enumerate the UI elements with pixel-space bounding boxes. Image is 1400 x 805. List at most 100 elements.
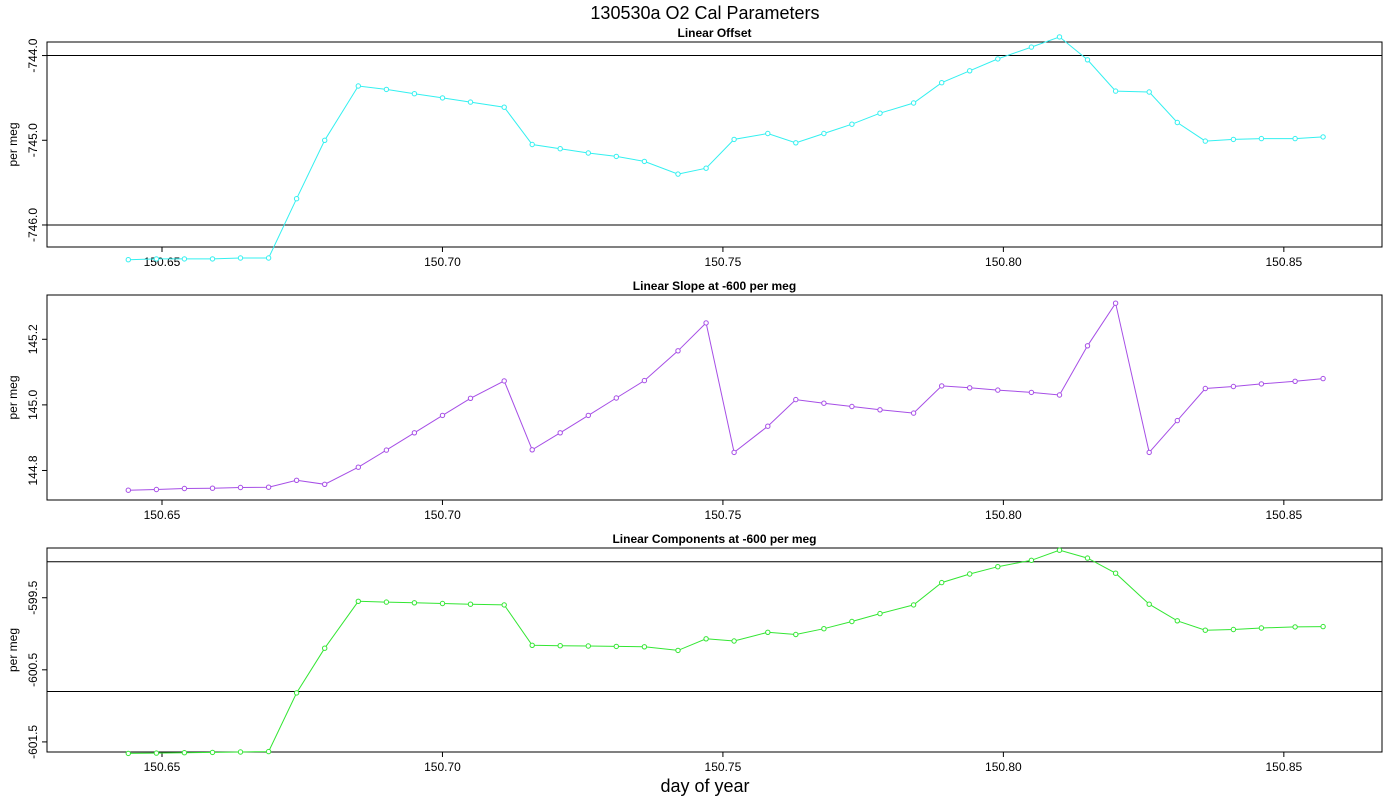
data-point: [675, 348, 681, 354]
y-tick-label: -745.0: [26, 123, 40, 157]
y-tick-label: -600.5: [26, 652, 40, 686]
panel-2: Linear Slope at -600 per meg per meg 150.6…: [6, 279, 1383, 522]
data-point: [1056, 547, 1063, 553]
x-tick-label: 150.65: [144, 760, 181, 774]
data-point: [383, 86, 390, 93]
data-point: [765, 423, 771, 429]
data-point: [293, 690, 300, 696]
data-point: [501, 602, 507, 608]
data-point: [765, 130, 771, 137]
data-point: [557, 146, 563, 152]
data-point: [181, 256, 188, 262]
y-axis-label: per meg: [6, 628, 20, 672]
data-point: [793, 140, 799, 146]
data-point: [322, 645, 328, 651]
data-point: [125, 750, 132, 757]
data-point: [237, 484, 244, 491]
x-tick-label: 150.75: [705, 255, 742, 269]
y-tick-label: -601.5: [26, 725, 40, 759]
data-point: [849, 403, 855, 410]
data-point: [439, 95, 446, 101]
data-point: [703, 320, 709, 326]
data-point: [439, 600, 446, 607]
data-point: [821, 400, 827, 406]
data-point: [1084, 57, 1091, 63]
series-line: [128, 301, 1324, 491]
data-point: [910, 410, 917, 416]
data-point: [125, 487, 132, 493]
x-tick-label: 150.75: [705, 508, 742, 522]
data-point: [1258, 135, 1265, 142]
data-point: [265, 748, 272, 755]
data-point: [939, 383, 945, 389]
data-point: [995, 387, 1001, 393]
data-point: [355, 83, 361, 89]
data-point: [153, 256, 160, 262]
data-point: [467, 395, 474, 401]
data-point: [293, 477, 300, 483]
data-point: [939, 579, 945, 586]
data-point: [585, 412, 591, 419]
data-point: [821, 130, 827, 137]
y-tick-label: 145.2: [26, 324, 40, 354]
data-point: [585, 150, 591, 156]
y-tick-label: 144.8: [26, 455, 40, 485]
data-point: [1202, 627, 1209, 633]
data-point: [793, 631, 799, 638]
data-point: [355, 464, 361, 470]
data-point: [793, 396, 799, 403]
data-point: [411, 91, 418, 97]
panels: Linear Offset per meg 150.65 150.70 150.75 15…: [6, 26, 1383, 774]
data-point: [641, 158, 648, 165]
data-point: [1258, 381, 1265, 387]
data-point: [877, 610, 883, 617]
data-point: [383, 599, 390, 605]
x-tick-label: 150.85: [1265, 760, 1302, 774]
data-point: [1084, 555, 1091, 561]
data-point: [1174, 618, 1181, 624]
data-point: [910, 100, 917, 106]
data-point: [821, 626, 827, 632]
data-point: [383, 447, 390, 453]
data-point: [467, 99, 474, 105]
data-point: [1292, 624, 1298, 630]
data-point: [209, 485, 216, 491]
x-tick-label: 150.80: [985, 255, 1022, 269]
data-point: [1320, 134, 1326, 140]
data-point: [237, 749, 244, 755]
data-point: [995, 56, 1001, 62]
data-point: [967, 571, 973, 577]
data-point: [322, 137, 328, 144]
x-tick-label: 150.65: [144, 508, 181, 522]
data-point: [529, 642, 535, 648]
data-point: [1174, 119, 1181, 126]
data-point: [1146, 601, 1152, 607]
data-point: [910, 602, 917, 608]
data-point: [849, 121, 855, 127]
x-tick-label: 150.75: [705, 760, 742, 774]
data-point: [501, 104, 507, 110]
data-point: [703, 636, 709, 642]
x-axis-label: day of year: [660, 776, 749, 796]
data-point: [322, 481, 328, 487]
data-point: [995, 564, 1001, 570]
data-point: [731, 638, 737, 644]
x-tick-label: 150.65: [144, 255, 181, 269]
plot-frame: [46, 294, 1383, 501]
data-point: [293, 196, 300, 202]
data-point: [1056, 392, 1063, 398]
plot-frame: [46, 41, 1383, 248]
data-point: [181, 750, 188, 756]
data-point: [1112, 570, 1119, 576]
data-point: [877, 407, 883, 413]
x-tick-label: 150.85: [1265, 255, 1302, 269]
x-tick-label: 150.80: [985, 760, 1022, 774]
data-point: [641, 644, 648, 650]
panel-3: Linear Components at -600 per meg per meg…: [6, 532, 1383, 774]
data-point: [967, 385, 973, 391]
data-point: [731, 449, 737, 456]
data-point: [1202, 138, 1209, 144]
data-point: [877, 110, 883, 116]
data-point: [265, 484, 272, 490]
